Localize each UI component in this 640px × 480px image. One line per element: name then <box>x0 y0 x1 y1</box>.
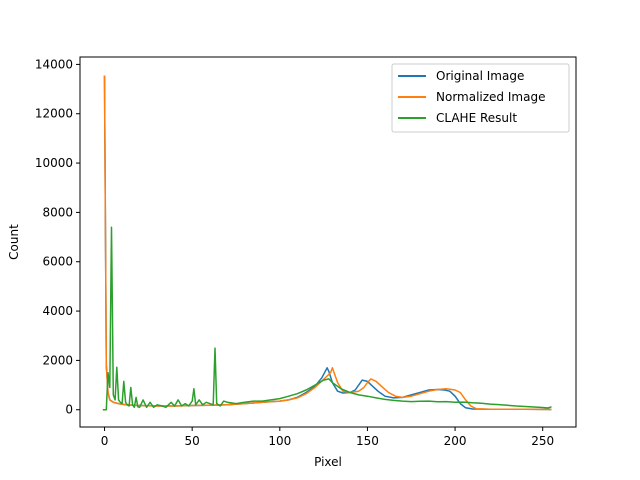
series-line-2 <box>102 226 552 411</box>
x-axis-label: Pixel <box>314 455 342 469</box>
y-tick-label: 6000 <box>42 255 73 269</box>
legend: Original Image Normalized Image CLAHE Resu… <box>391 63 570 133</box>
legend-label-1: Normalized Image <box>436 90 545 104</box>
x-tick-label: 50 <box>185 434 200 448</box>
x-tick-label: 250 <box>531 434 554 448</box>
x-tick-label: 100 <box>268 434 291 448</box>
legend-box <box>391 63 570 133</box>
legend-label-0: Original Image <box>436 69 524 83</box>
y-tick-label: 14000 <box>35 57 73 71</box>
y-ticks: 0 2000 4000 6000 8000 10000 12000 14000 <box>35 57 80 417</box>
y-tick-label: 12000 <box>35 107 73 121</box>
y-tick-label: 4000 <box>42 304 73 318</box>
x-tick-label: 200 <box>444 434 467 448</box>
legend-label-2: CLAHE Result <box>436 111 517 125</box>
y-axis-label: Count <box>7 224 21 260</box>
series-layer <box>102 75 552 411</box>
plot-frame <box>79 56 577 428</box>
y-tick-label: 8000 <box>42 205 73 219</box>
y-tick-label: 10000 <box>35 156 73 170</box>
x-ticks: 0 50 100 150 200 250 <box>101 427 554 448</box>
y-tick-label: 0 <box>65 403 73 417</box>
series-line-1 <box>103 75 552 411</box>
y-tick-label: 2000 <box>42 353 73 367</box>
legend-items: Original Image Normalized Image CLAHE Resu… <box>398 69 545 125</box>
x-tick-label: 150 <box>356 434 379 448</box>
x-tick-label: 0 <box>101 434 109 448</box>
